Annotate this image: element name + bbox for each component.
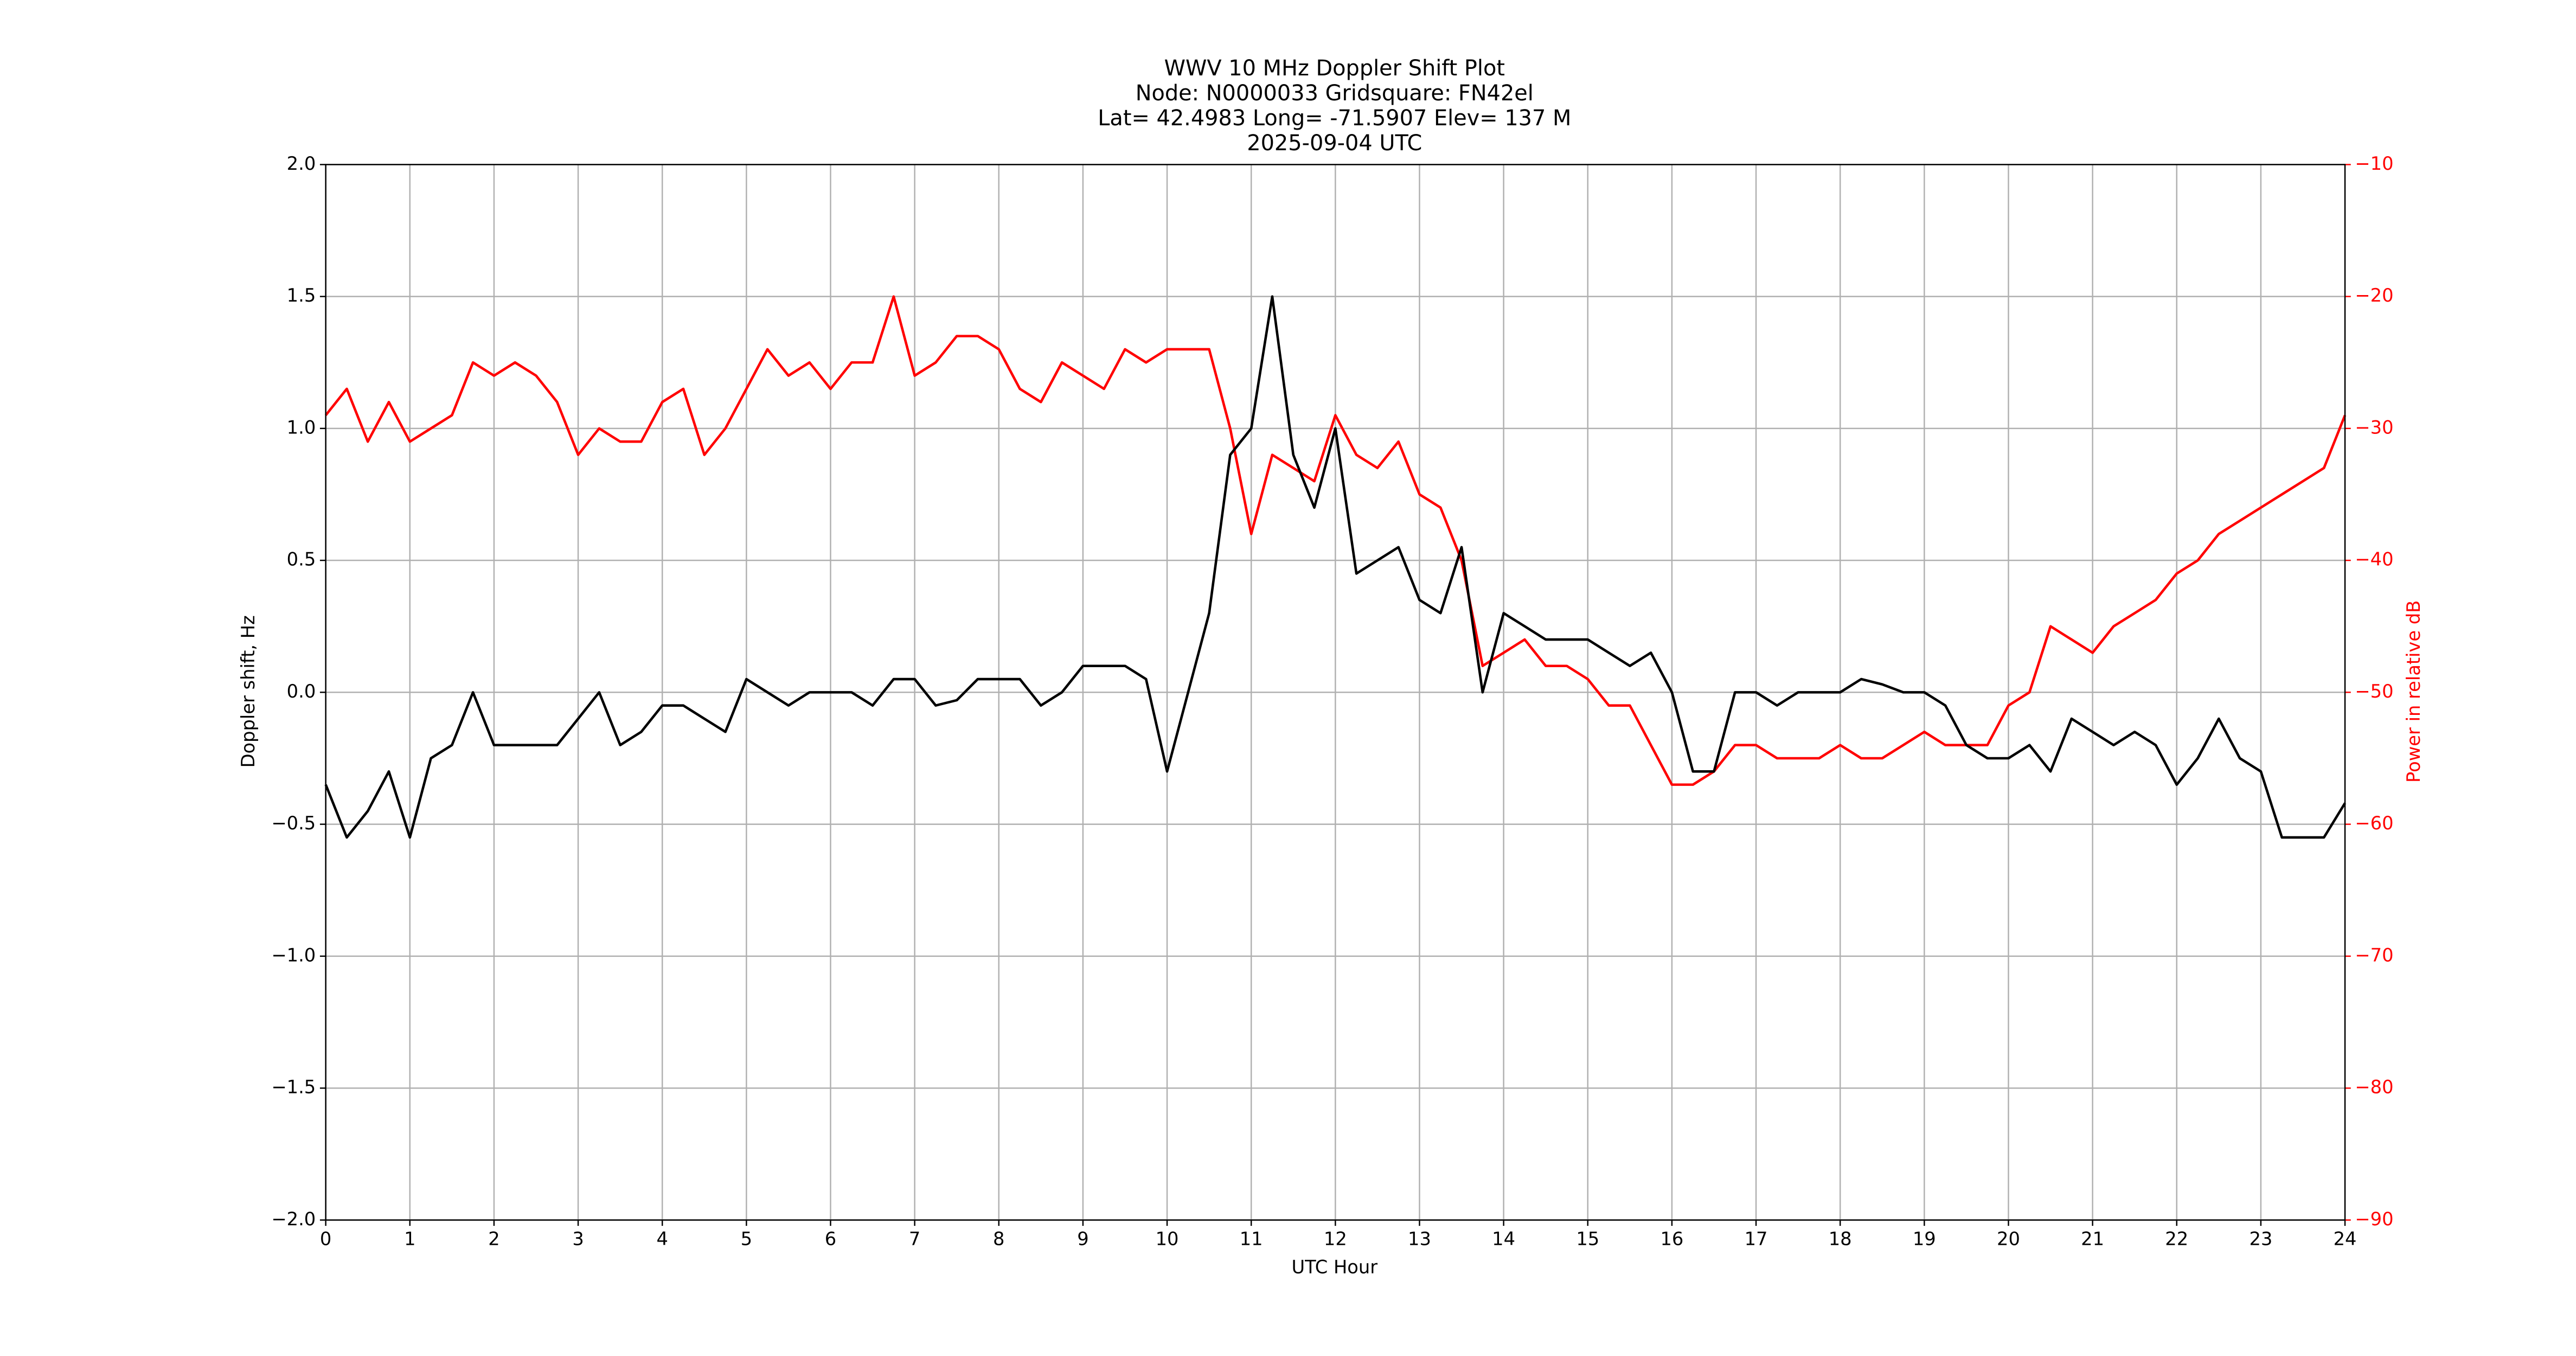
- data-line: [324, 295, 2347, 786]
- y-tick-label: 0.0: [287, 681, 316, 702]
- x-tick-label: 21: [2081, 1229, 2104, 1250]
- x-tick-label: 1: [404, 1229, 415, 1250]
- x-tick-label: 16: [1660, 1229, 1683, 1250]
- x-tick-label: 18: [1829, 1229, 1852, 1250]
- x-tick-label: 5: [741, 1229, 752, 1250]
- x-tick-label: 3: [572, 1229, 584, 1250]
- y2-tick-label: −20: [2355, 285, 2393, 306]
- x-tick-label: 20: [1997, 1229, 2020, 1250]
- x-tick-label: 6: [825, 1229, 836, 1250]
- y2-tick-label: −70: [2355, 944, 2393, 965]
- y-tick-label: −2.0: [271, 1208, 316, 1230]
- y-tick-label: 1.0: [287, 417, 316, 438]
- x-tick-label: 4: [656, 1229, 668, 1250]
- chart-subtitle: Node: N0000033 Gridsquare: FN42el: [1136, 81, 1534, 106]
- plot-frame: [325, 164, 2346, 1221]
- chart-title: WWV 10 MHz Doppler Shift Plot: [1164, 56, 1505, 81]
- x-axis-label: UTC Hour: [1291, 1257, 1377, 1278]
- y-tick-label: −0.5: [271, 813, 316, 834]
- y2-tick-label: −40: [2355, 549, 2393, 570]
- x-tick-label: 11: [1240, 1229, 1263, 1250]
- y-tick-label: 2.0: [287, 153, 316, 174]
- x-tick-label: 12: [1324, 1229, 1347, 1250]
- x-tick-label: 2: [488, 1229, 499, 1250]
- chart-subtitle: 2025-09-04 UTC: [1247, 131, 1422, 156]
- x-tick-label: 17: [1745, 1229, 1768, 1250]
- y-axis-label: Doppler shift, Hz: [238, 615, 259, 767]
- x-tick-label: 19: [1913, 1229, 1936, 1250]
- x-tick-label: 24: [2334, 1229, 2357, 1250]
- x-tick-label: 14: [1492, 1229, 1515, 1250]
- y-tick-label: 1.5: [287, 285, 316, 306]
- y-tick-label: −1.5: [271, 1077, 316, 1098]
- x-tick-label: 10: [1156, 1229, 1179, 1250]
- x-tick-label: 8: [993, 1229, 1004, 1250]
- y2-tick-label: −10: [2355, 153, 2393, 174]
- y-tick-label: −1.0: [271, 944, 316, 965]
- y2-tick-label: −90: [2355, 1208, 2393, 1230]
- x-tick-label: 13: [1408, 1229, 1431, 1250]
- y2-tick-label: −60: [2355, 813, 2393, 834]
- x-tick-label: 15: [1576, 1229, 1599, 1250]
- y-tick-label: 0.5: [287, 549, 316, 570]
- data-line: [324, 295, 2346, 839]
- y2-tick-label: −30: [2355, 417, 2393, 438]
- x-tick-label: 23: [2249, 1229, 2272, 1250]
- y2-tick-label: −50: [2355, 681, 2393, 702]
- x-tick-label: 0: [320, 1229, 331, 1250]
- x-tick-label: 7: [909, 1229, 920, 1250]
- y2-axis-label: Power in relative dB: [2403, 600, 2424, 783]
- chart-subtitle: Lat= 42.4983 Long= -71.5907 Elev= 137 M: [1098, 106, 1571, 131]
- x-tick-label: 9: [1077, 1229, 1088, 1250]
- x-tick-label: 22: [2165, 1229, 2188, 1250]
- y2-tick-label: −80: [2355, 1077, 2393, 1098]
